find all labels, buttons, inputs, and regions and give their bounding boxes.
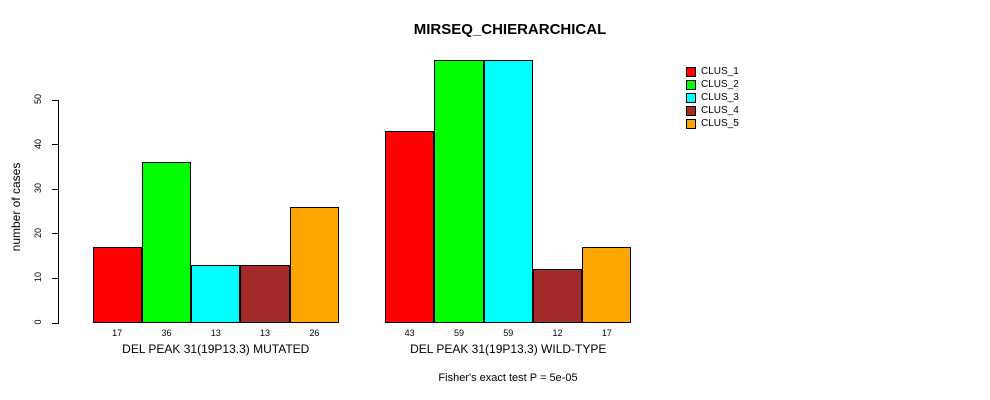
bar-clus_4-group2 <box>532 269 583 323</box>
bar-clus_3-group1 <box>191 265 241 323</box>
y-axis-label: number of cases <box>9 162 23 252</box>
y-tick-mark <box>52 99 58 101</box>
legend-label: CLUS_5 <box>701 118 739 129</box>
y-tick-mark <box>52 144 58 146</box>
legend-swatch-icon <box>686 66 696 77</box>
legend-label: CLUS_2 <box>701 79 739 90</box>
bar-value-label: 13 <box>260 328 271 338</box>
legend-item-clus_5: CLUS_5 <box>686 117 739 130</box>
bar-clus_2-group1 <box>141 162 192 323</box>
legend-item-clus_1: CLUS_1 <box>686 65 739 78</box>
bar-value-label: 12 <box>552 328 563 338</box>
bar-value-label: 17 <box>601 328 612 338</box>
legend-swatch-icon <box>686 92 696 103</box>
bar-value-label: 26 <box>309 328 320 338</box>
footer-note: Fisher's exact test P = 5e-05 <box>438 372 578 384</box>
y-tick-mark <box>52 277 58 279</box>
y-tick-mark <box>52 188 58 190</box>
bar-value-label: 43 <box>404 328 415 338</box>
y-tick-label: 30 <box>33 183 43 194</box>
y-tick-label: 10 <box>33 272 43 283</box>
bar-clus_1-group2 <box>385 131 435 323</box>
y-tick-label: 20 <box>33 227 43 238</box>
legend-swatch-icon <box>686 118 696 129</box>
y-axis-line <box>58 100 59 324</box>
bar-clus_3-group2 <box>483 59 533 323</box>
bar-clus_1-group1 <box>92 247 142 323</box>
bar-clus_5-group1 <box>289 207 339 323</box>
chart-title: MIRSEQ_CHIERARCHICAL <box>413 21 607 38</box>
legend-label: CLUS_3 <box>701 92 739 103</box>
y-tick-label: 40 <box>33 138 43 149</box>
bar-value-label: 59 <box>453 328 464 338</box>
legend-label: CLUS_4 <box>701 105 739 116</box>
legend-item-clus_4: CLUS_4 <box>686 104 739 117</box>
bar-value-label: 17 <box>112 328 123 338</box>
group-label-2: DEL PEAK 31(19P13.3) WILD-TYPE <box>410 342 607 356</box>
bar-value-label: 36 <box>161 328 172 338</box>
legend: CLUS_1 CLUS_2 CLUS_3 CLUS_4 CLUS_5 <box>686 65 739 130</box>
y-tick-mark <box>52 233 58 235</box>
legend-swatch-icon <box>686 79 696 90</box>
y-tick-label: 50 <box>33 94 43 105</box>
legend-item-clus_3: CLUS_3 <box>686 91 739 104</box>
y-tick-mark <box>52 322 58 324</box>
bar-clus_5-group2 <box>582 247 632 323</box>
legend-swatch-icon <box>686 105 696 116</box>
y-tick-label: 0 <box>33 319 43 325</box>
legend-item-clus_2: CLUS_2 <box>686 78 739 91</box>
bar-value-label: 59 <box>503 328 514 338</box>
group-label-1: DEL PEAK 31(19P13.3) MUTATED <box>122 342 310 356</box>
legend-label: CLUS_1 <box>701 66 739 77</box>
bar-clus_4-group1 <box>240 265 290 323</box>
bar-clus_2-group2 <box>434 59 484 323</box>
bar-value-label: 13 <box>210 328 221 338</box>
